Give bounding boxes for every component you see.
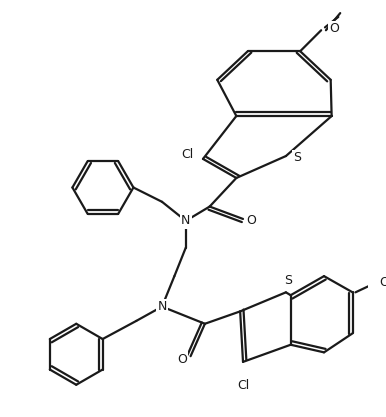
Text: Cl: Cl (181, 148, 194, 161)
Text: Cl: Cl (237, 379, 249, 392)
Text: N: N (181, 214, 191, 227)
Text: O: O (177, 352, 187, 366)
Text: O: O (247, 214, 257, 227)
Text: S: S (293, 151, 301, 164)
Text: O: O (379, 276, 386, 289)
Text: N: N (157, 300, 167, 313)
Text: O: O (329, 22, 339, 35)
Text: methoxy: methoxy (342, 8, 349, 9)
Text: S: S (284, 274, 292, 287)
